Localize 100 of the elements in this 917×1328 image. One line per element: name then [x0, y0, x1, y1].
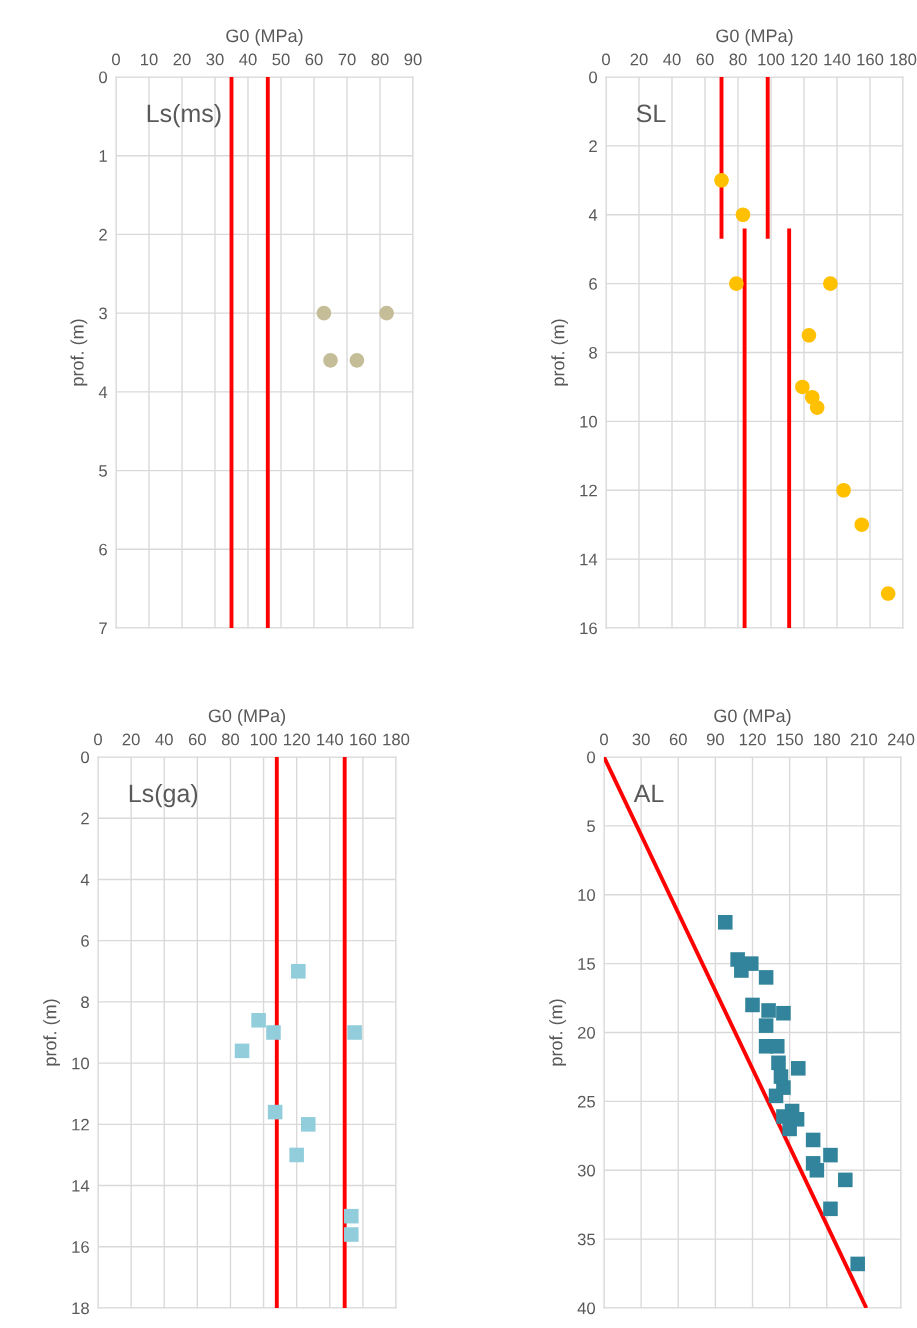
y-tick-label: 14: [72, 1180, 90, 1192]
y-tick-label: 5: [99, 465, 107, 477]
y-tick-label: 14: [580, 553, 598, 566]
point: [344, 1208, 359, 1224]
x-tick-label: 180: [383, 733, 410, 746]
x-tick-label: 60: [696, 53, 714, 66]
point: [768, 1088, 784, 1104]
y-tick-label: 16: [72, 1241, 89, 1253]
point: [771, 1055, 786, 1071]
x-tick-label: 150: [776, 733, 803, 746]
y-tick-label: 35: [577, 1233, 595, 1246]
point: [344, 1227, 359, 1242]
y-axis-title: prof. (m): [70, 319, 88, 386]
x-tick-label: 160: [857, 53, 884, 66]
x-tick-label: 180: [814, 733, 840, 746]
x-tick-label: 90: [404, 53, 422, 66]
point: [854, 517, 870, 532]
x-tick-label: 100: [250, 733, 277, 746]
point: [347, 1025, 362, 1040]
x-tick-label: 60: [305, 53, 323, 66]
x-tick-label: 20: [630, 53, 648, 66]
point: [266, 1025, 281, 1040]
point: [729, 276, 744, 291]
y-tick-label: 3: [99, 307, 107, 320]
annotation: Ls(ms): [147, 103, 221, 128]
y-tick-label: 18: [72, 1302, 89, 1315]
y-tick-label: 25: [577, 1095, 595, 1108]
x-tick-label: 80: [371, 53, 389, 66]
y-tick-label: 10: [72, 1057, 90, 1070]
x-tick-label: 100: [758, 53, 785, 66]
x-axis-title: G0 (MPa): [226, 28, 303, 46]
point: [809, 400, 825, 415]
y-tick-label: 4: [98, 386, 108, 398]
x-tick-label: 90: [706, 733, 724, 746]
point: [714, 173, 729, 188]
y-tick-label: 4: [80, 874, 90, 886]
x-tick-label: 70: [338, 53, 356, 66]
y-tick-label: 2: [589, 140, 597, 152]
point: [836, 482, 851, 498]
y-tick-label: 12: [580, 484, 597, 497]
y-tick-label: 6: [81, 935, 89, 947]
point: [267, 1104, 283, 1120]
x-tick-label: 30: [206, 53, 224, 66]
x-tick-label: 20: [173, 53, 191, 66]
x-tick-label: 30: [632, 733, 650, 746]
point: [823, 1147, 838, 1163]
point: [823, 1201, 838, 1217]
x-tick-label: 140: [317, 733, 344, 746]
y-tick-label: 7: [99, 622, 107, 635]
point: [758, 1018, 774, 1033]
y-tick-label: 0: [81, 751, 90, 764]
x-tick-label: 40: [239, 53, 257, 66]
point: [850, 1256, 865, 1272]
x-tick-label: 0: [112, 53, 120, 66]
y-tick-label: 8: [81, 996, 89, 1009]
point: [291, 963, 306, 979]
y-axis-title: prof. (m): [549, 999, 567, 1066]
point: [838, 1172, 853, 1188]
x-tick-label: 180: [890, 53, 917, 66]
x-tick-label: 80: [221, 733, 240, 746]
y-tick-label: 2: [99, 228, 107, 241]
x-tick-label: 60: [188, 733, 206, 746]
y-tick-label: 0: [587, 751, 596, 764]
point: [805, 1132, 821, 1148]
y-axis-title: prof. (m): [551, 319, 569, 386]
y-tick-label: 16: [580, 622, 597, 635]
x-tick-label: 140: [824, 53, 851, 66]
y-tick-label: 0: [589, 71, 598, 84]
point: [791, 1061, 806, 1076]
y-axis-title: prof. (m): [43, 999, 61, 1066]
point: [769, 1038, 785, 1054]
y-tick-label: 5: [587, 820, 595, 833]
point: [251, 1012, 266, 1028]
y-tick-label: 1: [99, 150, 107, 162]
annotation: SL: [636, 104, 666, 123]
annotation: AL: [633, 784, 664, 803]
point: [795, 379, 810, 395]
y-tick-label: 10: [578, 889, 596, 901]
y-tick-label: 30: [577, 1164, 596, 1177]
x-tick-label: 240: [887, 733, 915, 746]
y-tick-label: 6: [589, 278, 597, 290]
y-tick-label: 8: [589, 346, 597, 359]
point: [776, 1005, 791, 1021]
y-tick-label: 2: [81, 812, 89, 825]
point: [758, 970, 774, 985]
x-tick-label: 120: [284, 733, 310, 746]
x-tick-label: 160: [350, 733, 377, 746]
point: [745, 997, 760, 1013]
point: [761, 1003, 776, 1018]
y-tick-label: 4: [588, 209, 598, 221]
x-axis-title: G0 (MPa): [208, 708, 286, 726]
point: [300, 1117, 316, 1132]
y-tick-label: 10: [580, 415, 598, 428]
x-tick-label: 0: [600, 733, 608, 746]
x-axis-title: G0 (MPa): [716, 28, 793, 46]
x-tick-label: 120: [791, 53, 818, 66]
point: [782, 1121, 797, 1137]
point: [801, 328, 817, 343]
x-axis-title: G0 (MPa): [714, 708, 791, 726]
point: [234, 1043, 250, 1059]
